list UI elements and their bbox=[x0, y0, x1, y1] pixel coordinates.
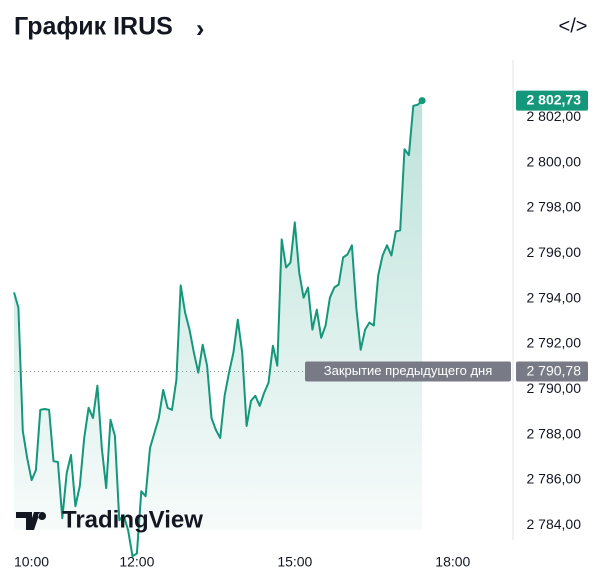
reference-value-box bbox=[516, 361, 588, 382]
y-tick-label: 2 790,00 bbox=[527, 380, 582, 396]
plot bbox=[13, 97, 513, 558]
logo-icon bbox=[16, 512, 47, 530]
x-tick-label: 12:00 bbox=[119, 554, 154, 570]
y-tick-label: 2 802,00 bbox=[527, 108, 582, 124]
y-tick-label: 2 796,00 bbox=[527, 244, 582, 260]
y-tick-label: 2 784,00 bbox=[527, 516, 582, 532]
price-line bbox=[13, 99, 423, 558]
area-fill bbox=[14, 100, 423, 557]
reference-name: Закрытие предыдущего дня bbox=[324, 363, 493, 378]
y-tick-label: 2 800,00 bbox=[527, 153, 582, 169]
y-tick-label: 2 798,00 bbox=[527, 199, 582, 215]
watermark: TradingView bbox=[16, 506, 203, 533]
y-tick-label: 2 786,00 bbox=[527, 471, 582, 487]
chart-title: График IRUS bbox=[14, 13, 173, 41]
x-tick-label: 15:00 bbox=[277, 554, 312, 570]
y-tick-label: 2 788,00 bbox=[527, 425, 582, 441]
last-point bbox=[418, 97, 426, 105]
reference-value: 2 790,78 bbox=[527, 362, 582, 378]
x-tick-label: 10:00 bbox=[14, 554, 49, 570]
last-price-label: 2 802,73 bbox=[527, 91, 582, 107]
title-chevron[interactable]: › bbox=[196, 15, 204, 43]
y-tick-label: 2 794,00 bbox=[527, 289, 582, 305]
reference-name-box bbox=[305, 361, 511, 382]
x-tick-label: 18:00 bbox=[435, 554, 470, 570]
watermark-text: TradingView bbox=[62, 506, 203, 533]
y-tick-label: 2 792,00 bbox=[527, 335, 582, 351]
embed-icon[interactable]: </> bbox=[559, 15, 588, 37]
last-price-box bbox=[516, 90, 588, 111]
